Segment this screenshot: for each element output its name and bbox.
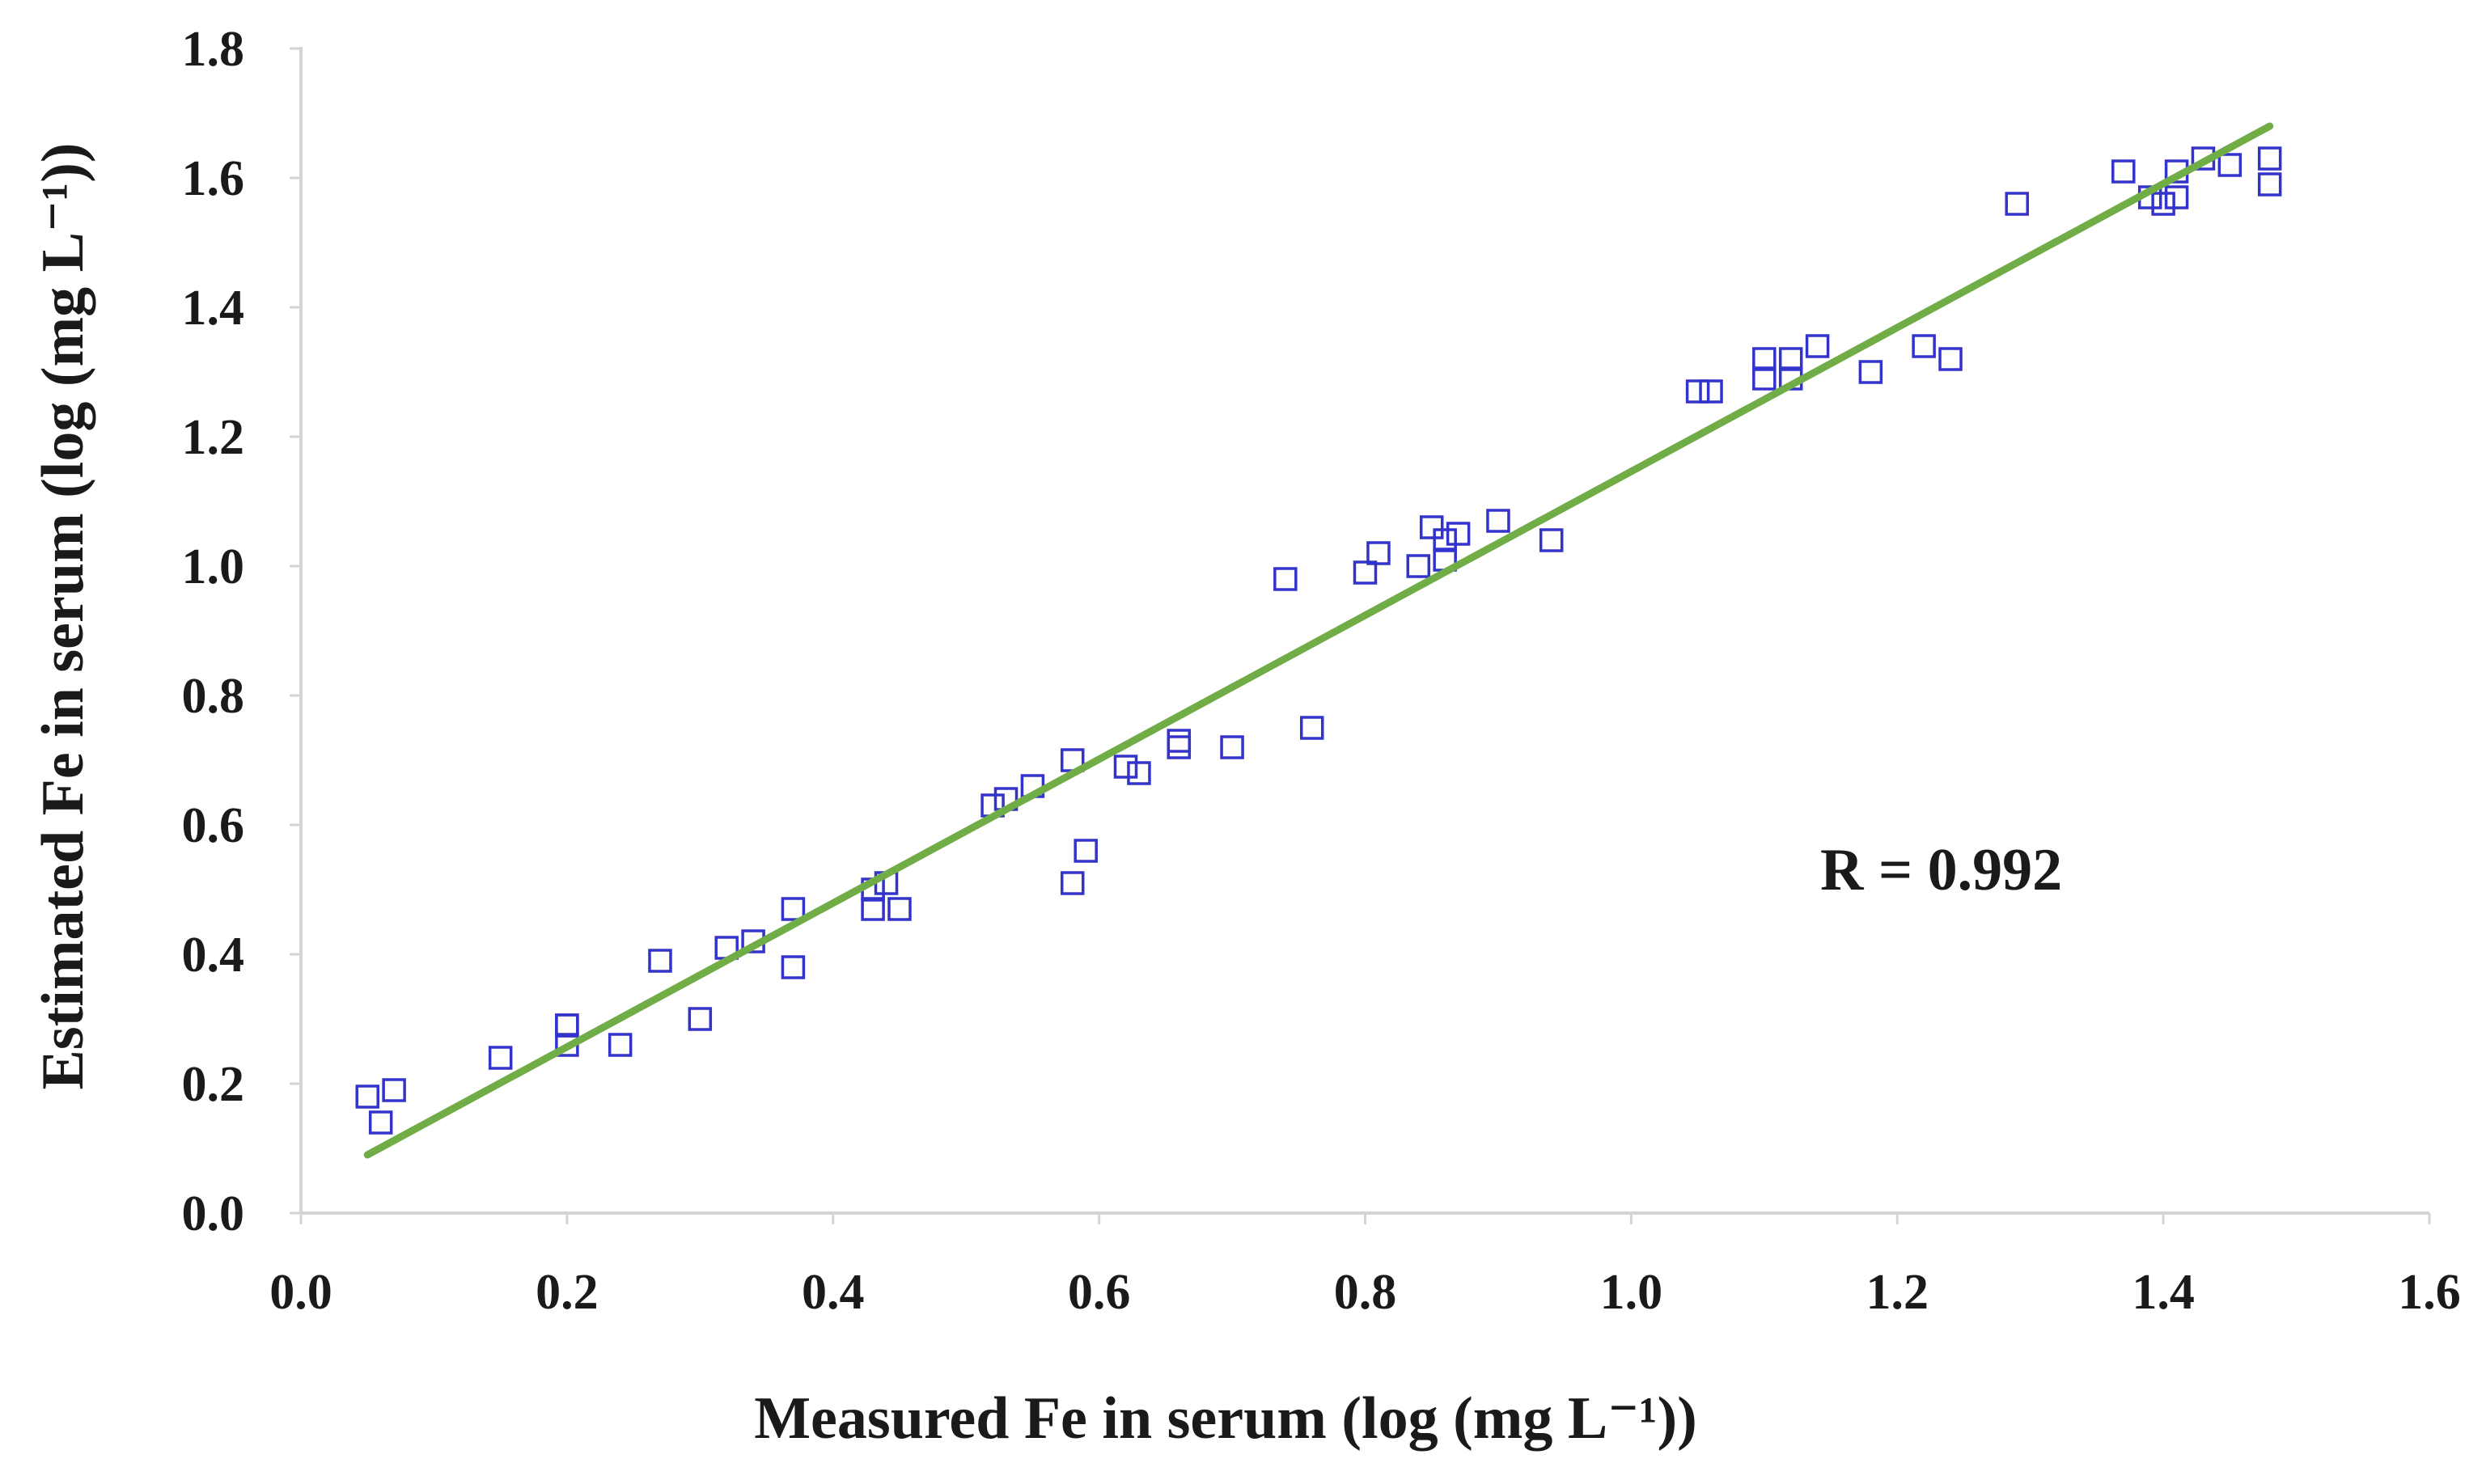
data-point (1486, 509, 1510, 533)
correlation-annotation: R = 0.992 (1820, 837, 2062, 903)
data-point (1912, 334, 1936, 358)
x-tick-label: 0.2 (536, 1265, 599, 1320)
data-point (1366, 541, 1391, 565)
y-tick-label: 1.6 (182, 151, 245, 206)
x-tick-label: 0.8 (1334, 1265, 1397, 1320)
data-point (1446, 522, 1471, 546)
y-tick-label: 0.2 (182, 1057, 245, 1112)
data-point (555, 1013, 579, 1038)
data-point (1685, 379, 1710, 404)
y-tick-label: 1.8 (182, 22, 245, 77)
data-point (368, 1110, 393, 1135)
y-axis-title: Estimated Fe in serum (log (mg L⁻¹)) (30, 142, 96, 1089)
x-tick-label: 1.0 (1600, 1265, 1663, 1320)
data-point (1419, 515, 1444, 539)
data-point (608, 1033, 633, 1057)
data-point (2005, 192, 2029, 216)
data-point (1353, 560, 1378, 585)
y-tick-label: 0.8 (182, 669, 245, 724)
x-tick-label: 1.6 (2398, 1265, 2461, 1320)
x-tick-label: 1.2 (1866, 1265, 1929, 1320)
data-point (1778, 347, 1803, 371)
data-point (648, 949, 672, 973)
data-point (1113, 755, 1138, 779)
data-point (2257, 172, 2282, 197)
data-point (555, 1013, 579, 1038)
y-axis-ticks: 0.0 0.2 0.4 0.6 0.8 1.0 1.2 1.4 1.6 1.8 (182, 22, 301, 1241)
data-point (781, 897, 806, 921)
data-point (1127, 761, 1151, 785)
data-point (2257, 146, 2282, 171)
x-tick-label: 0.0 (269, 1265, 332, 1320)
data-points (355, 146, 2282, 1135)
data-point (2217, 153, 2242, 177)
data-point (2151, 192, 2175, 216)
data-point (1273, 567, 1298, 591)
data-point (1167, 729, 1192, 753)
data-point (1074, 839, 1098, 863)
data-point (1752, 347, 1777, 371)
x-axis-title: Measured Fe in serum (log (mg L⁻¹)) (754, 1385, 1697, 1452)
y-tick-label: 0.4 (182, 928, 245, 983)
data-point (2164, 185, 2189, 209)
data-point (1433, 528, 1457, 552)
x-tick-label: 0.4 (802, 1265, 865, 1320)
data-point (1167, 735, 1192, 759)
data-point (887, 897, 912, 921)
data-point (1299, 716, 1324, 740)
x-axis-ticks: 0.0 0.2 0.4 0.6 0.8 1.0 1.2 1.4 1.6 (269, 1213, 2461, 1320)
data-point (1752, 366, 1777, 391)
data-point (2111, 159, 2136, 184)
data-point (688, 1007, 713, 1031)
y-tick-label: 0.0 (182, 1186, 245, 1241)
x-tick-label: 1.4 (2132, 1265, 2195, 1320)
data-point (1406, 554, 1431, 578)
data-point (355, 1084, 379, 1109)
y-tick-label: 1.2 (182, 410, 245, 465)
data-point (1699, 379, 1723, 404)
x-tick-label: 0.6 (1068, 1265, 1131, 1320)
y-tick-label: 1.0 (182, 539, 245, 594)
data-point (861, 897, 885, 921)
data-point (1805, 334, 1830, 358)
data-point (1539, 528, 1564, 552)
data-point (382, 1078, 406, 1102)
data-point (781, 955, 806, 979)
regression-line (363, 122, 2274, 1159)
data-point (1938, 347, 1963, 371)
data-point (1060, 871, 1085, 895)
y-tick-label: 1.4 (182, 281, 245, 336)
data-point (1858, 360, 1883, 384)
data-point (488, 1046, 513, 1070)
y-tick-label: 0.6 (182, 798, 245, 853)
data-point (1220, 735, 1244, 759)
